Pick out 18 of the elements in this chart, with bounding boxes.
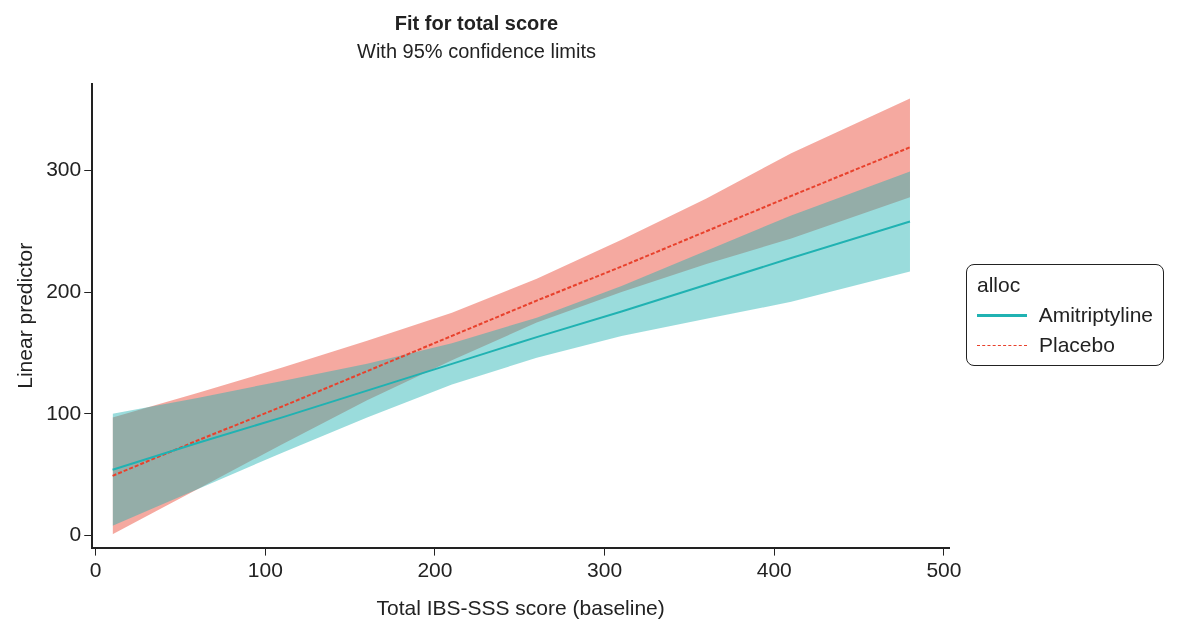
- legend-title: alloc: [977, 273, 1022, 297]
- chart-subtitle: With 95% confidence limits: [357, 39, 596, 62]
- y-tick-label: 200: [46, 278, 82, 302]
- x-tick-label: 200: [417, 558, 453, 581]
- legend-label: Placebo: [1039, 333, 1115, 357]
- y-tick-label: 0: [69, 522, 82, 546]
- y-axis-title: Linear predictor: [13, 242, 37, 389]
- x-tick-label: 100: [247, 558, 283, 581]
- chart-title: Fit for total score: [394, 11, 559, 34]
- x-tick-label: 300: [587, 558, 623, 581]
- line-series: [111, 146, 911, 477]
- x-axis-title: Total IBS-SSS score (baseline): [376, 596, 665, 620]
- x-tick-label: 500: [926, 558, 962, 581]
- y-tick-label: 300: [46, 157, 82, 181]
- x-tick-label: 0: [89, 558, 102, 581]
- y-tick-label: 100: [46, 400, 82, 424]
- x-tick-label: 400: [756, 558, 792, 581]
- legend-label: Amitriptyline: [1038, 303, 1153, 327]
